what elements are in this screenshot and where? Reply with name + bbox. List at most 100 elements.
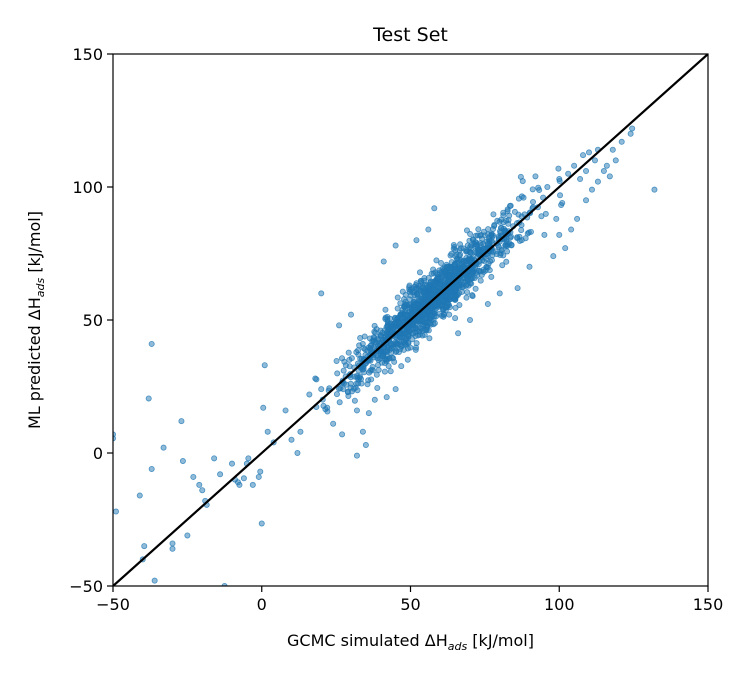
data-point (362, 442, 369, 449)
x-tick-label: 150 (693, 595, 724, 614)
data-point (421, 275, 428, 282)
data-point (374, 384, 381, 391)
data-point (588, 186, 595, 193)
data-point (594, 178, 601, 185)
data-point (504, 208, 511, 215)
data-point (420, 321, 427, 328)
data-point (392, 386, 399, 393)
data-point (386, 346, 393, 353)
data-point (255, 473, 262, 480)
y-tick-label: 150 (72, 45, 103, 64)
data-point (452, 287, 459, 294)
data-point (496, 290, 503, 297)
data-point (466, 316, 473, 323)
data-point (184, 532, 191, 539)
data-point (353, 452, 360, 459)
data-point (612, 157, 619, 164)
data-point (397, 330, 404, 337)
data-point (586, 149, 593, 156)
data-point (228, 460, 235, 467)
data-point (488, 237, 495, 244)
x-axis-label-suffix: [kJ/mol] (467, 631, 534, 650)
data-point (297, 428, 304, 435)
data-point (477, 268, 484, 275)
data-point (556, 176, 563, 183)
data-point (336, 399, 343, 406)
data-point (406, 288, 413, 295)
data-point (600, 168, 607, 175)
data-point (538, 213, 545, 220)
data-point (425, 226, 432, 233)
data-point (577, 176, 584, 183)
data-point (503, 243, 510, 250)
chart-title: Test Set (372, 24, 448, 46)
data-point (421, 289, 428, 296)
data-point (373, 371, 380, 378)
data-point (366, 369, 373, 376)
data-point (380, 353, 387, 360)
data-point (240, 475, 247, 482)
parity-line (113, 54, 708, 586)
data-point (526, 263, 533, 270)
data-point (339, 431, 346, 438)
data-point (211, 455, 218, 462)
data-point (347, 380, 354, 387)
data-point (516, 237, 523, 244)
data-point (452, 304, 459, 311)
data-point (451, 260, 458, 267)
data-point (559, 199, 566, 206)
data-point (464, 274, 471, 281)
data-point (438, 260, 445, 267)
data-point (477, 231, 484, 238)
data-point (383, 394, 390, 401)
data-point (217, 471, 224, 478)
data-point (431, 313, 438, 320)
data-point (399, 288, 406, 295)
data-point (483, 263, 490, 270)
data-point (258, 520, 265, 527)
data-point (452, 267, 459, 274)
data-point (483, 238, 490, 245)
data-point (520, 194, 527, 201)
data-point (432, 301, 439, 308)
data-point (390, 325, 397, 332)
data-point (136, 492, 143, 499)
data-point (333, 357, 340, 364)
data-point (349, 388, 356, 395)
data-point (160, 444, 167, 451)
data-point (141, 543, 148, 550)
data-point (371, 396, 378, 403)
data-point (382, 306, 389, 313)
data-point (427, 321, 434, 328)
data-point (359, 428, 366, 435)
data-point (627, 130, 634, 137)
data-point (145, 395, 152, 402)
data-point (261, 362, 268, 369)
data-point (446, 272, 453, 279)
data-point (396, 348, 403, 355)
data-point (306, 391, 313, 398)
data-point (387, 368, 394, 375)
data-point (544, 183, 551, 190)
data-point (264, 428, 271, 435)
data-point (477, 277, 484, 284)
data-point (249, 481, 256, 488)
data-point (179, 457, 186, 464)
data-point (503, 258, 510, 265)
data-point (381, 368, 388, 375)
data-point (518, 213, 525, 220)
data-point (196, 481, 203, 488)
data-point (603, 162, 610, 169)
data-point (375, 366, 382, 373)
data-point (488, 273, 495, 280)
data-point (257, 468, 264, 475)
data-point (353, 349, 360, 356)
data-point (498, 247, 505, 254)
data-point (368, 376, 375, 383)
x-tick-label: 0 (257, 595, 267, 614)
y-tick-label: 50 (83, 311, 103, 330)
data-point (282, 407, 289, 414)
data-point (555, 165, 562, 172)
data-point (556, 231, 563, 238)
data-point (399, 306, 406, 313)
